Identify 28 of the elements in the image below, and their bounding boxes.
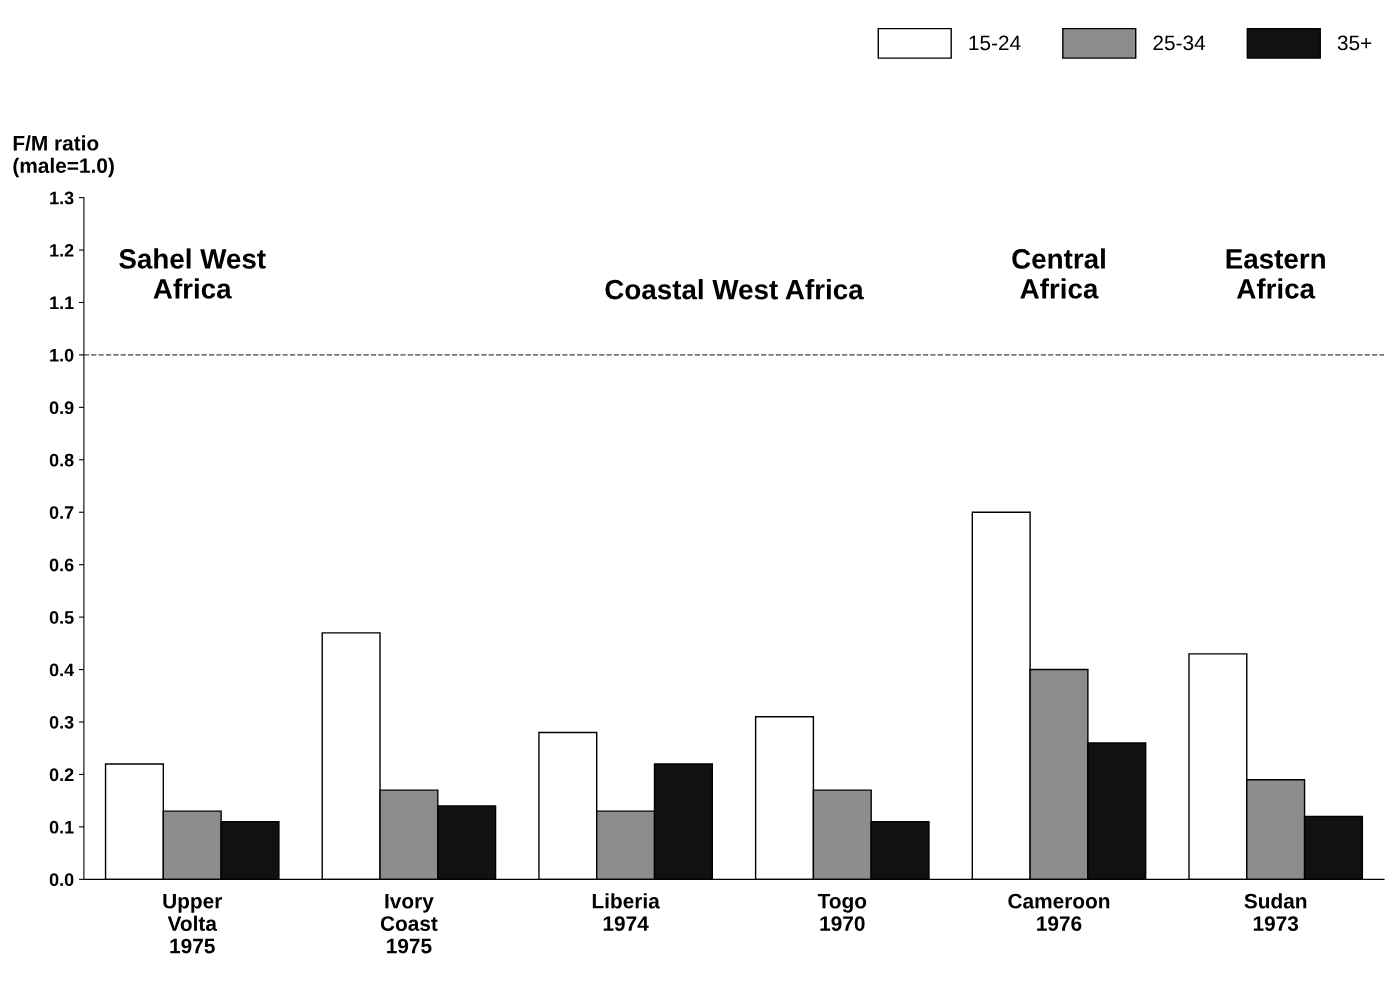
annotation: Coastal West Africa — [605, 279, 864, 300]
legend-label: 15-24 — [969, 35, 1021, 51]
y-tick-label: 0.3 — [49, 715, 74, 729]
x-tick-label: Cameroon 1976 — [1008, 893, 1110, 931]
y-tick-label: 0.5 — [49, 611, 74, 624]
y-tick-label: 0.8 — [49, 453, 74, 467]
y-tick-label: 0.6 — [49, 558, 74, 572]
annotation: Central Africa — [1012, 248, 1105, 299]
annotation: Eastern Africa — [1226, 249, 1325, 299]
legend-label: 35+ — [1337, 35, 1372, 51]
annotation: Sahel West Africa — [119, 248, 266, 299]
y-tick-label: 1.2 — [50, 243, 74, 257]
x-tick-label: Togo 1970 — [817, 893, 867, 931]
y-axis-title: F/M ratio (male=1.0) — [13, 135, 114, 178]
x-tick-label: Upper Volta 1975 — [163, 893, 223, 954]
y-tick-label: 1.3 — [50, 191, 74, 205]
legend-label: 25-34 — [1153, 35, 1206, 51]
y-tick-label: 0.9 — [49, 401, 74, 415]
y-tick-label: 0.7 — [49, 506, 74, 519]
y-tick-label: 0.1 — [49, 820, 74, 834]
y-tick-label: 1.1 — [50, 296, 74, 310]
y-tick-label: 1.0 — [50, 348, 74, 362]
y-tick-label: 0.2 — [49, 768, 74, 782]
y-tick-label: 0.0 — [49, 873, 74, 887]
x-tick-label: Ivory Coast 1975 — [380, 893, 438, 954]
x-tick-label: Sudan 1973 — [1244, 893, 1307, 931]
x-tick-label: Liberia 1974 — [592, 893, 660, 931]
y-tick-label: 0.4 — [49, 663, 75, 677]
